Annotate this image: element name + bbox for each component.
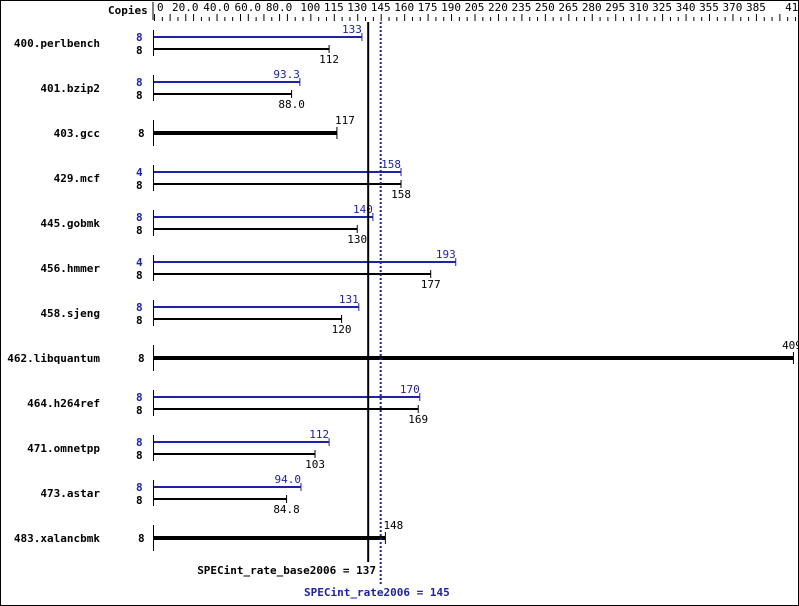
base-value-label: 84.8: [273, 503, 300, 516]
base-value-label: 148: [383, 519, 403, 532]
peak-value-label: 193: [436, 248, 456, 261]
peak-copies-label: 4: [136, 256, 143, 269]
tick-label: 355: [699, 1, 719, 14]
base-value-label: 112: [319, 53, 339, 66]
base-copies-label: 8: [136, 494, 143, 507]
benchmark-name: 458.sjeng: [40, 307, 100, 320]
benchmark-name: 445.gobmk: [40, 217, 100, 230]
base-value-label: 409: [782, 339, 799, 352]
peak-value-label: 131: [339, 293, 359, 306]
tick-label: 115: [324, 1, 344, 14]
benchmark-name: 429.mcf: [54, 172, 100, 185]
benchmark-name: 464.h264ref: [27, 397, 100, 410]
tick-label: 220: [488, 1, 508, 14]
tick-label: 100: [300, 1, 320, 14]
tick-label: 295: [605, 1, 625, 14]
benchmark-name: 473.astar: [40, 487, 100, 500]
peak-value-label: 140: [353, 203, 373, 216]
tick-label: 385: [746, 1, 766, 14]
tick-label: 80.0: [266, 1, 293, 14]
base-value-label: 103: [305, 458, 325, 471]
base-mean-label: SPECint_rate_base2006 = 137: [197, 564, 376, 577]
benchmark-name: 483.xalancbmk: [14, 532, 100, 545]
peak-value-label: 170: [400, 383, 420, 396]
peak-copies-label: 4: [136, 166, 143, 179]
benchmark-name: 400.perlbench: [14, 37, 100, 50]
tick-label: 175: [418, 1, 438, 14]
tick-label: 340: [676, 1, 696, 14]
base-value-label: 177: [421, 278, 441, 291]
tick-label: 20.0: [172, 1, 199, 14]
peak-copies-label: 8: [136, 391, 143, 404]
base-copies-label: 8: [136, 269, 143, 282]
tick-label: 205: [465, 1, 485, 14]
base-copies-label: 8: [136, 89, 143, 102]
peak-copies-label: 8: [136, 76, 143, 89]
peak-copies-label: 8: [136, 211, 143, 224]
peak-copies-label: 8: [136, 481, 143, 494]
tick-label: 370: [723, 1, 743, 14]
tick-label: 410: [785, 1, 799, 14]
peak-value-label: 133: [342, 23, 362, 36]
base-copies-label: 8: [136, 449, 143, 462]
peak-value-label: 158: [381, 158, 401, 171]
base-value-label: 130: [347, 233, 367, 246]
base-value-label: 117: [335, 114, 355, 127]
benchmark-name: 462.libquantum: [7, 352, 100, 365]
tick-label: 280: [582, 1, 602, 14]
peak-copies-label: 8: [136, 301, 143, 314]
tick-label: 160: [394, 1, 414, 14]
peak-copies-label: 8: [136, 436, 143, 449]
benchmark-name: 456.hmmer: [40, 262, 100, 275]
peak-value-label: 112: [309, 428, 329, 441]
base-value-label: 88.0: [278, 98, 305, 111]
base-copies-label: 8: [136, 224, 143, 237]
tick-label: 0: [157, 1, 164, 14]
base-copies-label: 8: [136, 44, 143, 57]
peak-value-label: 94.0: [274, 473, 301, 486]
peak-value-label: 93.3: [273, 68, 300, 81]
copies-label: 8: [138, 532, 145, 545]
base-copies-label: 8: [136, 404, 143, 417]
axis-label: Copies: [108, 4, 148, 17]
benchmark-name: 471.omnetpp: [27, 442, 100, 455]
tick-label: 250: [535, 1, 555, 14]
tick-label: 235: [511, 1, 531, 14]
tick-label: 325: [652, 1, 672, 14]
peak-copies-label: 8: [136, 31, 143, 44]
tick-label: 265: [558, 1, 578, 14]
tick-label: 190: [441, 1, 461, 14]
peak-mean-label: SPECint_rate2006 = 145: [304, 586, 450, 599]
base-copies-label: 8: [136, 179, 143, 192]
tick-label: 130: [347, 1, 367, 14]
benchmark-name: 401.bzip2: [40, 82, 100, 95]
tick-label: 40.0: [203, 1, 230, 14]
base-value-label: 158: [391, 188, 411, 201]
base-copies-label: 8: [136, 314, 143, 327]
copies-label: 8: [138, 127, 145, 140]
base-value-label: 120: [332, 323, 352, 336]
copies-label: 8: [138, 352, 145, 365]
base-value-label: 169: [408, 413, 428, 426]
tick-label: 60.0: [235, 1, 262, 14]
tick-label: 310: [629, 1, 649, 14]
tick-label: 145: [371, 1, 391, 14]
benchmark-name: 403.gcc: [54, 127, 100, 140]
